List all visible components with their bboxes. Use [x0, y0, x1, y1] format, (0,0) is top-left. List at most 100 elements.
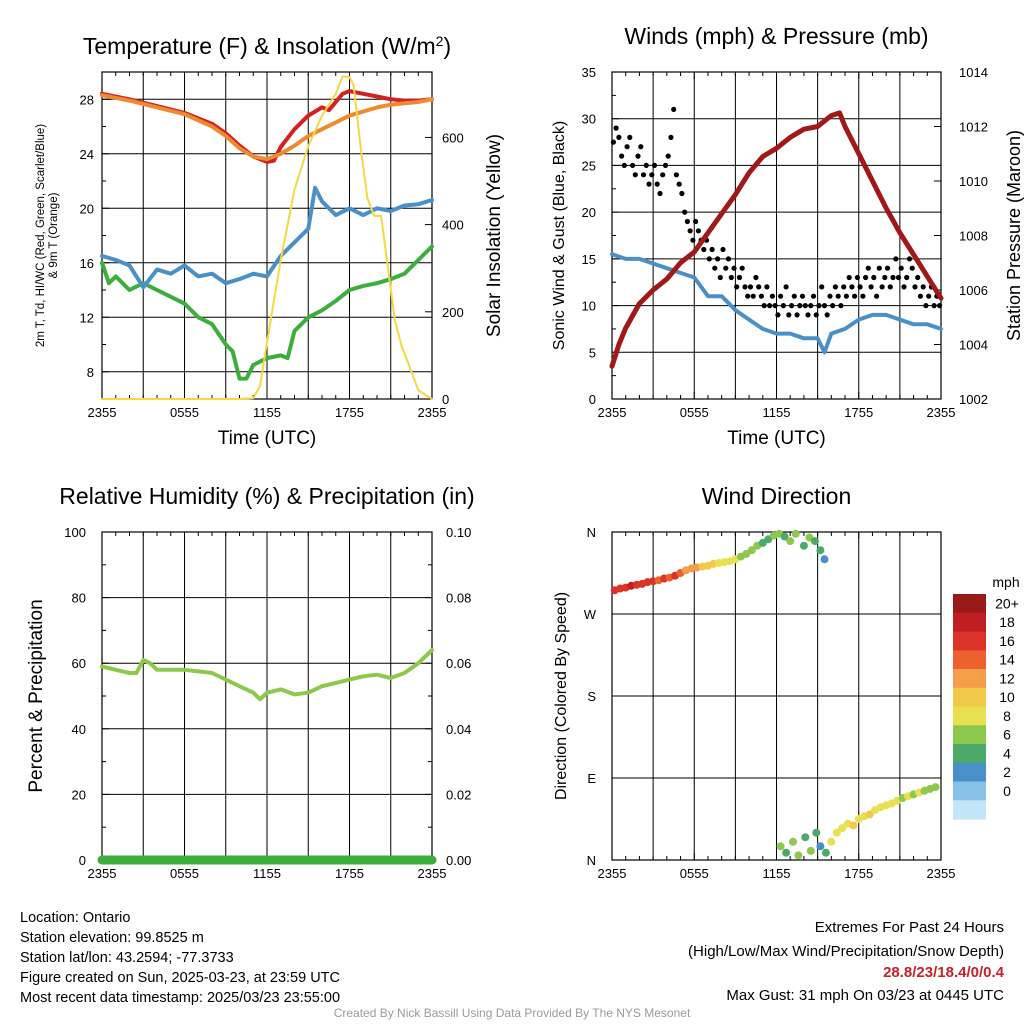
dir-x-tick-label: 1755: [844, 866, 873, 881]
dir-y-tick-label: E: [587, 771, 596, 786]
temp-x-tick-label: 2355: [418, 405, 447, 420]
wind-gust-point: [668, 134, 674, 140]
wind-gust-point: [706, 256, 712, 262]
wind-gust-point: [775, 312, 781, 318]
wind-gust-point: [887, 284, 893, 290]
temp-y-axis-label-line2: & 9m T (Orange): [48, 192, 60, 278]
wind-gust-point: [893, 256, 899, 262]
wind-gust-point: [758, 293, 765, 299]
temp-series-hi-wc: [100, 185, 434, 290]
rh-y2-tick-label: 0.06: [446, 656, 471, 671]
wind-y-tick-label: 0: [589, 392, 596, 407]
dir-point: [791, 529, 800, 538]
temp-x-tick-label: 0555: [170, 405, 199, 420]
colorbar-swatch: [953, 687, 986, 708]
wind-gust-point: [693, 218, 699, 225]
wind-gust-point: [824, 312, 830, 318]
rh-y-tick-label: 100: [64, 525, 86, 540]
wind-gust-point: [857, 284, 863, 290]
wind-y2-axis-label: Station Pressure (Maroon): [1004, 130, 1024, 341]
temp-y2-axis-label: Solar Insolation (Yellow): [484, 134, 505, 337]
credit-line: Created By Nick Bassill Using Data Provi…: [333, 1006, 691, 1020]
rh-y2-tick-label: 0.04: [446, 722, 471, 737]
wind-gust-point: [646, 181, 652, 187]
rh-y-tick-label: 0: [79, 853, 86, 868]
colorbar-label: 0: [1003, 783, 1011, 799]
wind-y-tick-label: 20: [582, 205, 596, 220]
dir-y-tick-label: S: [587, 689, 596, 704]
dir-point: [816, 546, 825, 555]
wind-gust-point: [767, 303, 773, 309]
wind-x-tick-label: 2355: [598, 405, 627, 420]
wind-gust-point: [882, 274, 888, 281]
dir-point: [816, 842, 825, 851]
temp-series-9m-t: [100, 93, 434, 162]
wind-gust-point: [635, 153, 641, 159]
temp-y2-tick-label: 400: [442, 218, 464, 233]
wind-gust-point: [854, 274, 861, 281]
temp-y-tick-label: 8: [87, 365, 94, 380]
wind-gust-point: [819, 284, 825, 290]
wind-gust-point: [898, 265, 904, 271]
colorbar-swatch: [953, 594, 986, 614]
wind-gust-point: [630, 162, 636, 168]
colorbar-swatch: [953, 669, 986, 689]
wind-gust-point: [640, 172, 647, 178]
footer-location: Location: Ontario: [20, 910, 131, 926]
wind-gust-point: [874, 293, 880, 299]
wind-gust-point: [671, 106, 677, 112]
dir-point: [820, 555, 829, 564]
rh-y-tick-label: 20: [72, 787, 86, 802]
wind-y2-tick-label: 1006: [959, 283, 988, 298]
wind-y-tick-label: 25: [582, 158, 596, 173]
wind-gust-point: [654, 181, 660, 187]
rh-y2-tick-label: 0.10: [446, 525, 471, 540]
dir-x-tick-label: 1155: [763, 866, 791, 881]
wind-y2-tick-label: 1010: [959, 174, 988, 189]
colorbar-label: 2: [1003, 764, 1011, 780]
rh-x-tick-label: 1155: [253, 866, 281, 881]
wind-gust-point: [621, 162, 627, 168]
rh-y2-tick-label: 0.02: [446, 787, 471, 802]
dir-x-tick-label: 2355: [598, 866, 627, 881]
temp-x-axis-label: Time (UTC): [218, 428, 317, 449]
dir-point: [849, 821, 858, 830]
wind-gust-point: [728, 274, 734, 281]
dir-point: [786, 537, 795, 546]
wind-gust-point: [761, 303, 767, 309]
wind-gust-point: [643, 162, 649, 168]
wind-gust-point: [610, 139, 617, 145]
wind-gust-point: [709, 246, 715, 253]
colorbar-swatch: [953, 781, 986, 801]
temp-x-tick-label: 1155: [253, 405, 281, 420]
wind-gust-point: [805, 312, 811, 318]
dir-point: [789, 837, 797, 846]
temp-x-tick-label: 2355: [88, 405, 117, 420]
footer-latlon: Station lat/lon: 43.2594; -77.3733: [20, 950, 234, 966]
dir-point: [799, 541, 808, 550]
wind-gust-point: [791, 293, 797, 299]
wind-gust-point: [701, 246, 707, 253]
dir-y-tick-label: N: [587, 525, 596, 540]
wind-gust-point: [868, 284, 874, 290]
wind-gust-point: [816, 303, 822, 309]
wind-gust-point: [895, 274, 902, 281]
footer-recent: Most recent data timestamp: 2025/03/23 2…: [20, 990, 341, 1006]
colorbar-swatch: [953, 744, 986, 764]
wind-gust-point: [745, 293, 751, 299]
wind-gust-point: [712, 265, 718, 271]
wind-y-axis-label: Sonic Wind & Gust (Blue, Black): [551, 121, 568, 350]
wind-gust-point: [616, 134, 622, 140]
extremes-max-gust: Max Gust: 31 mph On 03/23 at 0445 UTC: [726, 987, 1004, 1004]
dir-y-axis-label: Direction (Colored By Speed): [553, 592, 570, 800]
wind-gust-point: [920, 284, 926, 290]
rh-y-tick-label: 80: [72, 591, 86, 606]
wind-gust-point: [802, 303, 808, 309]
wind-gust-point: [827, 293, 833, 299]
wind-y-tick-label: 30: [582, 112, 596, 127]
wind-series-sonic-wind: [610, 252, 943, 355]
rh-y-axis-label: Percent & Precipitation: [26, 599, 47, 792]
wind-gust-point: [808, 303, 814, 309]
